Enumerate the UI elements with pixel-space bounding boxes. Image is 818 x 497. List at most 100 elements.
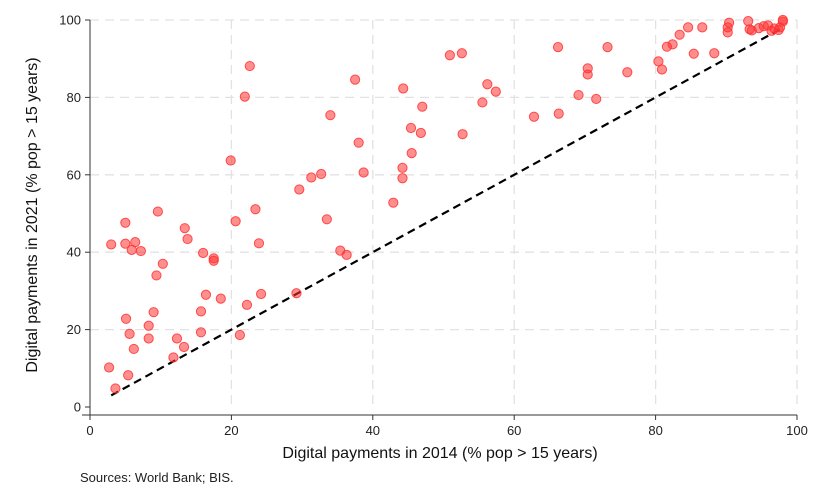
scatter-point (178, 341, 190, 353)
x-tick-label: 60 (507, 423, 521, 438)
scatter-point (120, 313, 132, 324)
scatter-point (722, 27, 733, 38)
scatter-point (490, 86, 501, 97)
y-tick-label: 100 (59, 13, 81, 28)
scatter-point (253, 238, 265, 249)
scatter-point (244, 60, 255, 72)
scatter-point (674, 29, 685, 40)
scatter-point (151, 270, 162, 281)
scatter-point (120, 238, 131, 249)
y-tick-label: 0 (74, 400, 81, 415)
scatter-point (341, 249, 352, 261)
grid-lines (90, 19, 798, 407)
y-tick-label: 60 (67, 167, 81, 182)
scatter-point (182, 233, 193, 245)
scatter-point (195, 306, 207, 317)
y-tick-label: 20 (67, 322, 81, 337)
scatter-point (168, 352, 179, 363)
scatter-point (215, 293, 226, 304)
x-axis-title: Digital payments in 2014 (% pop > 15 yea… (282, 445, 597, 462)
scatter-point (316, 168, 327, 180)
scatter-point (573, 89, 584, 101)
scatter-point (306, 172, 317, 183)
scatter-point (123, 370, 134, 381)
scatter-point (397, 173, 408, 184)
scatter-point (239, 91, 250, 102)
scatter-point (325, 110, 336, 121)
x-tick-label: 20 (224, 423, 238, 438)
scatter-point (724, 17, 735, 28)
scatter-point (241, 299, 253, 310)
scatter-point (477, 97, 488, 108)
scatter-point (582, 69, 593, 80)
scatter-point (709, 48, 720, 59)
scatter-point (106, 239, 117, 250)
scatter-point (234, 329, 245, 341)
scatter-point (688, 48, 699, 59)
scatter-point (553, 108, 564, 119)
scatter-point (208, 255, 219, 266)
tick-labels: 0 20 40 60 80 100 0 20 40 60 80 100 (59, 13, 808, 439)
scatter-point (321, 214, 332, 225)
scatter-point (777, 14, 788, 26)
scatter-point (656, 64, 668, 75)
scatter-point (128, 343, 139, 355)
scatter-point (255, 288, 267, 300)
scatter-point (397, 162, 408, 173)
scatter-point (444, 50, 455, 61)
scatter-point (591, 93, 602, 105)
scatter-point (195, 327, 207, 338)
scatter-point (406, 148, 417, 159)
scatter-point (415, 127, 426, 139)
scatter-point (405, 122, 417, 134)
scatter-point (135, 245, 147, 257)
scatter-point (683, 22, 694, 33)
scatter-point (225, 155, 236, 166)
reference-line-group (110, 26, 784, 397)
scatter-point (417, 101, 428, 112)
scatter-point (198, 247, 209, 259)
scatter-point (230, 216, 241, 227)
y-tick-label: 40 (67, 245, 81, 260)
x-tick-label: 0 (86, 423, 93, 438)
axes (82, 20, 797, 416)
x-tick-label: 100 (786, 423, 808, 438)
scatter-point (622, 67, 633, 78)
scatter-point (110, 383, 121, 394)
scatter-point (697, 22, 708, 33)
scatter-point (143, 320, 154, 331)
scatter-point (457, 129, 468, 140)
scatter-point (179, 223, 190, 234)
scatter-point (667, 39, 678, 50)
scatter-point (157, 258, 168, 269)
scatter-point (103, 362, 115, 373)
scatter-point (358, 167, 369, 178)
source-note: Sources: World Bank; BIS. (80, 470, 234, 485)
scatter-point (456, 48, 467, 59)
scatter-point (120, 217, 131, 228)
scatter-point (294, 184, 305, 195)
x-tick-label: 80 (648, 423, 662, 438)
scatter-point (200, 289, 212, 300)
scatter-point (482, 79, 493, 90)
scatter-point (148, 307, 159, 318)
scatter-point (171, 333, 183, 344)
scatter-point (152, 206, 163, 217)
scatter-point (143, 333, 154, 344)
scatter-point (743, 16, 754, 27)
scatter-point (124, 328, 135, 339)
scatter-point (291, 288, 302, 299)
data-points (103, 14, 788, 394)
scatter-point (552, 41, 564, 53)
x-tick-label: 40 (366, 423, 380, 438)
scatter-point (388, 197, 399, 208)
scatter-point (130, 237, 141, 248)
scatter-point (602, 41, 613, 53)
scatter-point (250, 204, 261, 215)
reference-line (110, 26, 784, 397)
scatter-point (398, 83, 409, 94)
y-tick-label: 80 (67, 90, 81, 105)
scatter-point (528, 111, 540, 122)
scatter-point (350, 74, 361, 85)
